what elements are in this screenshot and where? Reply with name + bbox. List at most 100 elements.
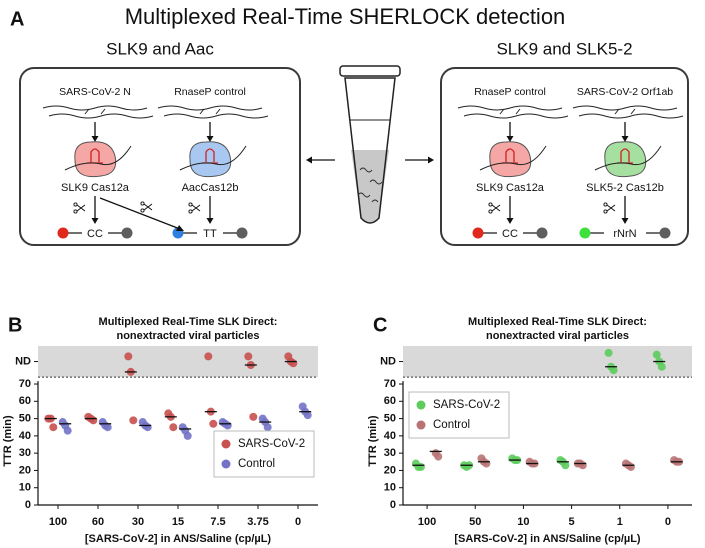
target-rna (64, 145, 132, 171)
legend-swatch (416, 400, 426, 410)
data-point (482, 459, 491, 468)
reporter-label: rNrN (613, 228, 636, 240)
scissors-icon (603, 209, 608, 214)
y-tick-label: 60 (384, 395, 396, 407)
y-tick-label: 70 (384, 378, 396, 390)
figure-title: Multiplexed Real-Time SHERLOCK detection (125, 4, 566, 29)
scissors-icon (491, 204, 501, 212)
y-tick-label: 40 (384, 430, 396, 442)
x-axis-label: [SARS-CoV-2] in ANS/Saline (cp/µL) (454, 533, 641, 545)
scissors-icon (143, 203, 153, 211)
chart-title: Multiplexed Real-Time SLK Direct: (468, 316, 647, 328)
data-point (103, 423, 112, 432)
data-point (143, 423, 152, 432)
scissors-icon (73, 209, 78, 214)
y-tick-label: 20 (19, 464, 31, 476)
y-tick-label: ND (15, 355, 31, 367)
data-point (169, 423, 178, 432)
quencher (659, 227, 671, 239)
scissors-icon (76, 204, 86, 212)
y-tick-label: 0 (390, 499, 396, 511)
quencher (121, 227, 133, 239)
scissors-icon (606, 204, 616, 212)
legend-swatch (221, 459, 231, 469)
y-tick-label: 30 (384, 447, 396, 459)
y-tick-label: 50 (384, 412, 396, 424)
data-point (578, 461, 587, 470)
rna-strand (163, 108, 269, 119)
nd-band (403, 346, 692, 378)
x-tick-label: 50 (469, 516, 481, 528)
quencher (536, 227, 548, 239)
data-point (626, 462, 635, 471)
rna-strand (457, 105, 563, 111)
panel-box (19, 67, 301, 246)
arrow-head (621, 218, 629, 224)
tube-cap (339, 65, 401, 77)
data-point (434, 452, 443, 461)
legend-box (213, 430, 315, 478)
legend-label: Control (433, 419, 470, 431)
data-point (289, 359, 298, 368)
data-point (223, 421, 232, 430)
rna-strand (572, 105, 678, 111)
scissors-icon (188, 209, 193, 214)
y-tick-label: 10 (19, 482, 31, 494)
data-point (263, 423, 272, 432)
x-tick-label: 15 (172, 516, 184, 528)
chart-subtitle: nonextracted viral particles (116, 330, 259, 342)
enzyme-label: SLK9 Cas12a (476, 182, 545, 194)
x-tick-label: 1 (617, 516, 623, 528)
data-point (416, 462, 425, 471)
data-point (89, 416, 98, 425)
rna-strand (42, 105, 148, 111)
panel-label: C (373, 314, 387, 336)
scissors-icon (488, 202, 493, 207)
target-label: RnaseP control (174, 86, 246, 98)
y-tick-label: 50 (19, 412, 31, 424)
tube-liquid (351, 150, 389, 223)
fluorophore (579, 227, 591, 239)
enzyme-label: AacCas12b (182, 182, 239, 194)
legend-label: Control (238, 458, 275, 470)
scissors-icon (73, 202, 78, 207)
cas-enzyme (604, 141, 647, 178)
box-title: SLK9 and Aac (106, 39, 214, 58)
y-axis-label: TTR (min) (367, 415, 379, 467)
tube-body (344, 77, 396, 224)
x-tick-label: 100 (418, 516, 436, 528)
panel-label: A (10, 8, 24, 30)
legend-swatch (416, 420, 426, 430)
scissors-icon (140, 201, 145, 206)
arrow-head (91, 136, 99, 142)
x-tick-label: 100 (49, 516, 67, 528)
arrow (99, 197, 181, 230)
scissors-icon (488, 209, 493, 214)
rna-strand (157, 105, 263, 111)
data-point (244, 352, 253, 361)
tube-rna (357, 167, 383, 203)
data-point (129, 416, 138, 425)
y-tick-label: 70 (19, 378, 31, 390)
data-point (249, 412, 258, 421)
scissors-icon (603, 202, 608, 207)
reporter-label: TT (203, 228, 217, 240)
arrow-head (621, 136, 629, 142)
data-point (183, 431, 192, 440)
chart-subtitle: nonextracted viral particles (486, 330, 629, 342)
arrow-head (306, 156, 312, 164)
legend-box (408, 391, 510, 439)
y-tick-label: 60 (19, 395, 31, 407)
cas-enzyme (74, 141, 117, 178)
box-title: SLK9 and SLK5-2 (496, 39, 632, 58)
data-point (204, 352, 213, 361)
data-point (63, 426, 72, 435)
cas-enzyme (489, 141, 532, 178)
x-tick-label: 5 (569, 516, 575, 528)
y-tick-label: 20 (384, 464, 396, 476)
target-rna (479, 145, 547, 171)
x-tick-label: 0 (295, 516, 301, 528)
x-tick-label: 30 (132, 516, 144, 528)
scissors-icon (140, 208, 145, 213)
